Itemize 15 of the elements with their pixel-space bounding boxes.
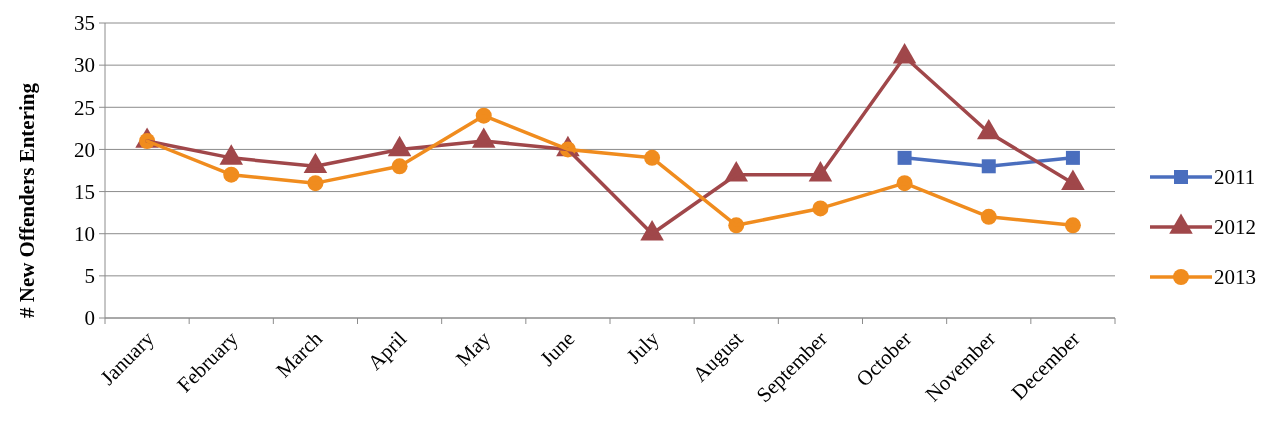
y-tick-label: 35	[74, 11, 95, 36]
y-tick-label: 15	[74, 179, 95, 204]
x-tick-label: July	[621, 326, 664, 369]
y-tick-label: 10	[74, 222, 95, 247]
y-tick-label: 30	[74, 53, 95, 78]
y-tick-label: 20	[74, 137, 95, 162]
legend-label: 2013	[1214, 265, 1256, 290]
x-tick-label: June	[535, 326, 580, 371]
y-tick-label: 5	[84, 264, 95, 289]
legend-label: 2012	[1214, 215, 1256, 240]
x-tick-label: May	[451, 326, 496, 371]
legend-label: 2011	[1214, 165, 1256, 190]
y-tick-label: 0	[84, 306, 95, 331]
y-axis-title: # New Offenders Entering	[15, 82, 39, 319]
y-tick-label: 25	[74, 95, 95, 120]
